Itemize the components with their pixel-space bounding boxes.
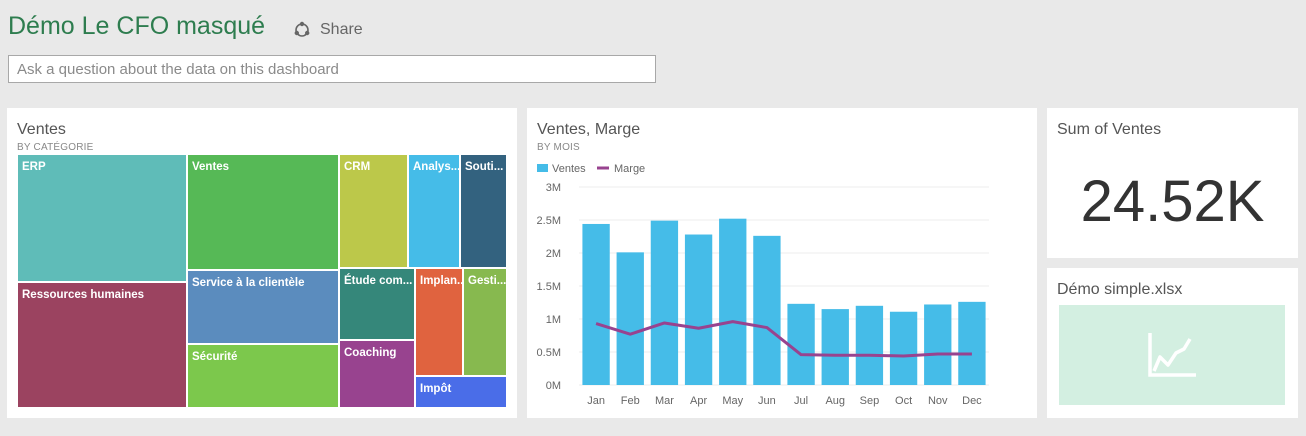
- bar-ventes-dec: [958, 301, 986, 385]
- treemap-cell-implantation[interactable]: Implan...: [415, 268, 463, 376]
- bar-ventes-mar: [650, 220, 679, 385]
- dashboard-title: Démo Le CFO masqué: [8, 12, 266, 40]
- qa-question-input[interactable]: [8, 55, 656, 83]
- treemap-cell-label: Étude com...: [344, 275, 413, 287]
- x-tick-label: Jan: [587, 395, 605, 407]
- bar-ventes-aug: [821, 309, 849, 385]
- y-tick-label: 2.5M: [537, 215, 561, 227]
- legend-label-marge: Marge: [614, 163, 645, 175]
- treemap-cell-label: Coaching: [344, 347, 397, 359]
- treemap-cell-securite[interactable]: Sécurité: [187, 344, 339, 408]
- bar-ventes-sep: [855, 305, 884, 385]
- y-tick-label: 1M: [546, 314, 561, 326]
- treemap-cell-crm[interactable]: CRM: [339, 154, 408, 268]
- x-tick-label: May: [722, 395, 743, 407]
- tile-title: Démo simple.xlsx: [1057, 281, 1183, 298]
- treemap-cell-label: Analys...: [413, 161, 460, 173]
- combo-chart: Ventes Marge 0M 0.5M 1M 1.5M 2M 2.5M 3M Jan Feb Mar…: [537, 163, 989, 407]
- bar-ventes-may: [719, 218, 747, 385]
- x-tick-label: Apr: [690, 395, 707, 407]
- treemap-cell-label: ERP: [22, 161, 46, 173]
- x-tick-label: Nov: [928, 395, 948, 407]
- tile-title: Sum of Ventes: [1057, 121, 1162, 138]
- legend-swatch-ventes: [537, 164, 548, 172]
- bar-ventes-jan: [582, 223, 610, 385]
- tile-ventes-by-categorie[interactable]: Ventes BY CATÉGORIE ERP Ressources humai…: [7, 108, 517, 418]
- treemap-cell-service-clientele[interactable]: Service à la clientèle: [187, 270, 339, 344]
- y-tick-label: 3M: [546, 182, 561, 194]
- treemap-cell-label: Ventes: [192, 161, 230, 173]
- treemap-cell-ventes[interactable]: Ventes: [187, 154, 339, 270]
- treemap-cell-ressources-humaines[interactable]: Ressources humaines: [17, 282, 187, 408]
- tile-demo-simple-xlsx[interactable]: Démo simple.xlsx: [1047, 268, 1298, 418]
- treemap-cell-label: Gesti...: [468, 275, 507, 287]
- y-tick-label: 0.5M: [537, 347, 561, 359]
- treemap-cell-label: CRM: [344, 161, 371, 173]
- share-icon: [294, 21, 310, 37]
- tile-subtitle: BY MOIS: [537, 142, 580, 153]
- treemap-cell-label: Souti...: [465, 161, 504, 173]
- tile-title: Ventes, Marge: [537, 121, 641, 138]
- x-tick-label: Feb: [621, 395, 640, 407]
- x-tick-label: Oct: [895, 395, 912, 407]
- x-tick-label: Mar: [655, 395, 674, 407]
- y-tick-label: 2M: [546, 248, 561, 260]
- tile-sum-of-ventes[interactable]: Sum of Ventes 24.52K: [1047, 108, 1298, 258]
- x-tick-label: Aug: [825, 395, 845, 407]
- treemap-cell-coaching[interactable]: Coaching: [339, 340, 415, 408]
- share-label: Share: [320, 21, 363, 38]
- treemap-cell-label: Service à la clientèle: [192, 277, 305, 289]
- tile-title: Ventes: [17, 121, 66, 138]
- excel-chart-icon: [1148, 333, 1196, 377]
- x-tick-label: Dec: [962, 395, 982, 407]
- treemap-cell-impot[interactable]: Impôt: [415, 376, 507, 408]
- treemap-cell-analyse[interactable]: Analys...: [408, 154, 460, 268]
- bar-ventes-nov: [924, 304, 952, 385]
- y-tick-label: 1.5M: [537, 281, 561, 293]
- treemap-cell-gestion[interactable]: Gesti...: [463, 268, 507, 376]
- treemap-cell-label: Sécurité: [192, 351, 238, 363]
- treemap-cell-label: Ressources humaines: [22, 289, 145, 301]
- bar-ventes-jul: [787, 303, 815, 385]
- treemap-cell-label: Implan...: [420, 275, 463, 287]
- treemap-cell-label: Impôt: [420, 383, 452, 395]
- line-marge: [595, 320, 972, 358]
- bar-ventes-apr: [684, 234, 713, 385]
- x-tick-label: Jun: [758, 395, 776, 407]
- kpi-value: 24.52K: [1080, 169, 1265, 234]
- share-button[interactable]: Share: [292, 20, 363, 40]
- tile-ventes-marge-by-mois[interactable]: Ventes, Marge BY MOIS Ventes Marge 0M 0.5M 1…: [527, 108, 1037, 418]
- bar-ventes-oct: [889, 311, 918, 385]
- treemap-cell-erp[interactable]: ERP: [17, 154, 187, 282]
- treemap-cell-etude-commerciale[interactable]: Étude com...: [339, 268, 415, 340]
- y-tick-label: 0M: [546, 380, 561, 392]
- treemap-cell-soutien[interactable]: Souti...: [460, 154, 507, 268]
- legend-label-ventes: Ventes: [552, 163, 586, 175]
- bar-ventes-feb: [616, 252, 644, 385]
- tile-subtitle: BY CATÉGORIE: [17, 142, 94, 153]
- x-tick-label: Jul: [794, 395, 808, 407]
- workbook-thumbnail[interactable]: [1059, 305, 1285, 405]
- x-tick-label: Sep: [860, 395, 880, 407]
- bar-ventes-jun: [753, 235, 781, 385]
